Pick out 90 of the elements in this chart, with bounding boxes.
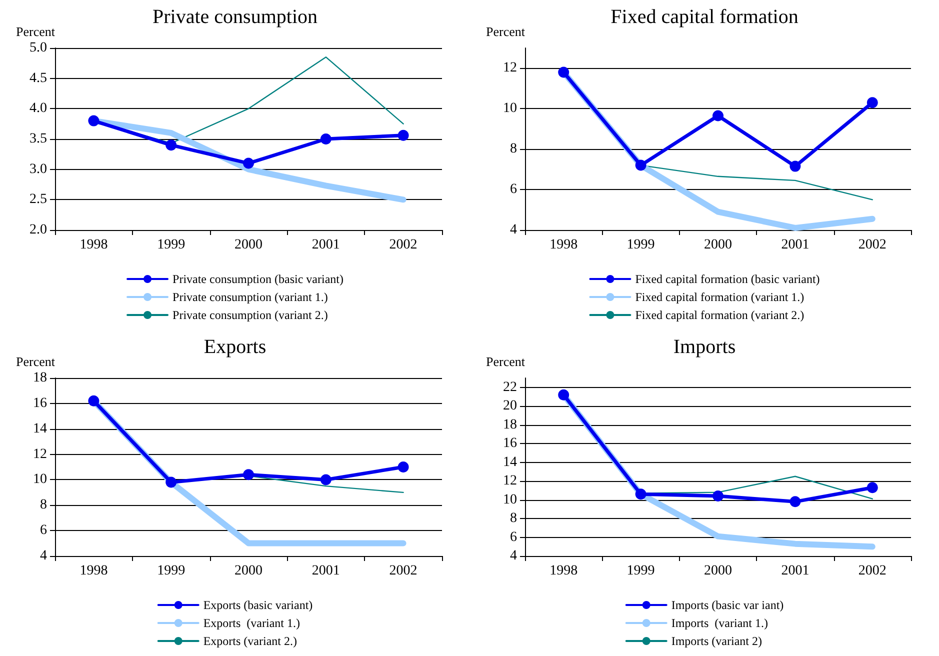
point: [790, 496, 801, 508]
y-tick-label: 22: [503, 380, 517, 395]
legend-label: Fixed capital formation (variant 2.): [635, 308, 804, 322]
y-tick-label: 12: [503, 474, 517, 489]
y-tick-label: 14: [33, 421, 47, 436]
point: [635, 160, 646, 171]
point: [320, 134, 332, 144]
chart-title: Exports: [204, 336, 266, 358]
y-tick-label: 3.0: [30, 162, 47, 177]
x-tick-label: 2002: [858, 564, 886, 578]
legend-label: Private consumption (variant 1.): [172, 290, 328, 304]
y-tick-label: 4: [510, 548, 517, 564]
y-tick-label: 20: [503, 398, 517, 414]
point: [558, 66, 570, 78]
chart-title: Imports: [673, 336, 736, 358]
x-tick-label: 1998: [550, 564, 578, 578]
x-tick-label: 1998: [80, 564, 108, 578]
y-tick-label: 18: [503, 417, 517, 432]
point: [243, 158, 254, 169]
y-tick-label: 8: [510, 142, 517, 157]
y-axis-title: Percent: [16, 24, 56, 39]
x-tick-label: 2002: [389, 564, 418, 578]
y-tick-label: 16: [503, 436, 517, 452]
y-tick-label: 12: [33, 446, 47, 462]
legend-label: Fixed capital formation (variant 1.): [635, 290, 804, 304]
legend-label: Exports (variant 2.): [203, 634, 297, 648]
y-tick-label: 4.0: [30, 101, 47, 116]
x-tick-label: 1998: [550, 238, 578, 252]
legend-label: Private consumption (variant 2.): [172, 308, 328, 322]
point: [712, 490, 724, 502]
legend-label: Exports (basic variant): [203, 598, 313, 612]
y-tick-label: 6: [40, 523, 47, 538]
y-tick-label: 4.5: [30, 70, 47, 86]
x-tick-label: 2001: [312, 238, 340, 252]
legend-label: Private consumption (basic variant): [172, 272, 344, 286]
x-tick-label: 1999: [157, 564, 186, 578]
point: [88, 395, 100, 406]
point: [320, 474, 332, 486]
chart-title: Private consumption: [152, 6, 318, 28]
point: [88, 115, 100, 126]
point: [866, 97, 878, 108]
x-tick-label: 2002: [858, 238, 886, 252]
x-tick-label: 2001: [312, 564, 340, 578]
x-tick-label: 2002: [389, 238, 418, 252]
y-axis-title: Percent: [486, 24, 526, 39]
x-tick-label: 1999: [157, 238, 186, 252]
point: [166, 140, 177, 151]
point: [398, 462, 409, 472]
y-axis-title: Percent: [16, 354, 56, 369]
y-tick-label: 12: [503, 60, 517, 76]
y-tick-label: 5.0: [30, 40, 47, 56]
legend-label: Imports (variant 1.): [671, 616, 768, 630]
y-tick-label: 6: [510, 530, 517, 545]
y-axis-title: Percent: [486, 354, 526, 369]
point: [790, 160, 801, 172]
y-tick-label: 2.5: [30, 192, 47, 208]
y-tick-label: 4: [510, 222, 517, 238]
point: [166, 476, 177, 488]
y-tick-label: 18: [33, 370, 47, 386]
x-tick-label: 2000: [704, 238, 732, 252]
y-tick-label: 16: [33, 396, 47, 411]
legend-label: Exports (variant 1.): [203, 616, 300, 630]
x-tick-label: 2000: [234, 564, 262, 578]
point: [635, 488, 646, 500]
y-tick-label: 3.5: [30, 132, 47, 146]
y-tick-label: 10: [503, 492, 517, 508]
x-tick-label: 1999: [626, 564, 655, 578]
y-tick-label: 4: [40, 548, 47, 564]
x-tick-label: 2000: [704, 564, 732, 578]
legend-label: Imports (variant 2): [671, 634, 762, 648]
point: [398, 130, 409, 141]
y-tick-label: 10: [503, 101, 517, 116]
y-tick-label: 8: [510, 511, 517, 526]
y-tick-label: 6: [510, 182, 517, 198]
point: [243, 469, 254, 480]
x-tick-label: 2000: [234, 238, 262, 252]
x-tick-label: 2001: [781, 238, 810, 252]
legend-label: Imports (basic var iant): [671, 598, 784, 612]
point: [558, 389, 570, 400]
chart-title: Fixed capital formation: [610, 6, 798, 28]
x-tick-label: 1998: [80, 238, 108, 252]
y-tick-label: 10: [33, 472, 47, 488]
x-tick-label: 1999: [626, 238, 655, 252]
point: [712, 110, 724, 122]
y-tick-label: 14: [503, 454, 517, 470]
point: [866, 482, 878, 494]
y-tick-label: 8: [40, 498, 47, 513]
legend-label: Fixed capital formation (basic variant): [635, 272, 820, 286]
x-tick-label: 2001: [781, 564, 810, 578]
y-tick-label: 2.0: [30, 222, 47, 238]
